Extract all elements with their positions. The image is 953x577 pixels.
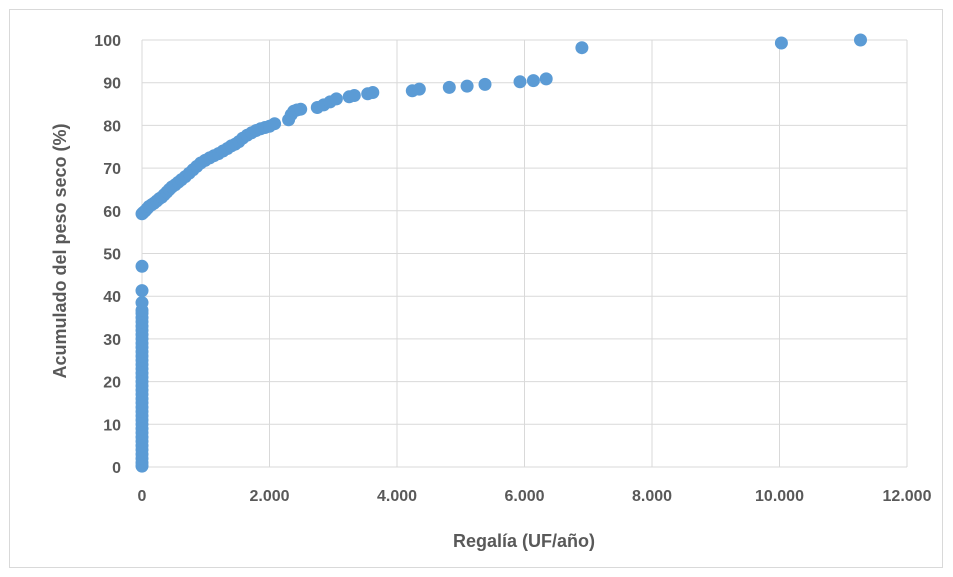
data-point [294, 102, 308, 116]
y-axis-tick-labels: 0 10 20 30 40 50 60 70 80 90 100 [94, 33, 121, 477]
chart-frame [9, 9, 943, 568]
y-tick-label: 10 [103, 417, 121, 434]
gridlines [141, 39, 908, 468]
data-point [478, 77, 492, 91]
x-tick-label: 6.000 [504, 488, 544, 505]
data-point [412, 82, 426, 96]
data-point [268, 117, 282, 131]
x-tick-label: 8.000 [632, 488, 672, 505]
data-point [329, 92, 343, 106]
data-point [135, 259, 149, 273]
x-tick-label: 10.000 [755, 488, 804, 505]
y-tick-label: 90 [103, 76, 121, 93]
data-point [575, 41, 589, 55]
x-axis-tick-labels: 0 2.000 4.000 6.000 8.000 10.000 12.000 [138, 488, 932, 505]
y-tick-label: 100 [94, 33, 121, 50]
data-point [539, 72, 553, 86]
data-point [442, 80, 456, 94]
x-tick-label: 4.000 [377, 488, 417, 505]
data-point [347, 89, 361, 102]
data-point [513, 75, 527, 89]
y-tick-label: 80 [103, 118, 121, 135]
data-point [526, 74, 540, 88]
data-point [774, 36, 788, 50]
y-tick-label: 30 [103, 332, 121, 349]
data-point [135, 284, 149, 298]
y-axis-title: Acumulado del peso seco (%) [50, 123, 70, 378]
y-tick-label: 20 [103, 375, 121, 392]
data-point [135, 296, 149, 310]
y-tick-label: 70 [103, 161, 121, 178]
data-point [460, 79, 474, 93]
data-point [854, 33, 867, 47]
x-axis-title: Regalía (UF/año) [453, 531, 595, 551]
x-tick-label: 2.000 [249, 488, 289, 505]
y-tick-label: 60 [103, 204, 121, 221]
y-tick-label: 50 [103, 247, 121, 264]
data-point [366, 86, 380, 99]
y-tick-label: 0 [112, 460, 121, 477]
x-tick-label: 0 [138, 488, 147, 505]
y-tick-label: 40 [103, 289, 121, 306]
x-tick-label: 12.000 [883, 488, 932, 505]
data-points [135, 33, 867, 473]
